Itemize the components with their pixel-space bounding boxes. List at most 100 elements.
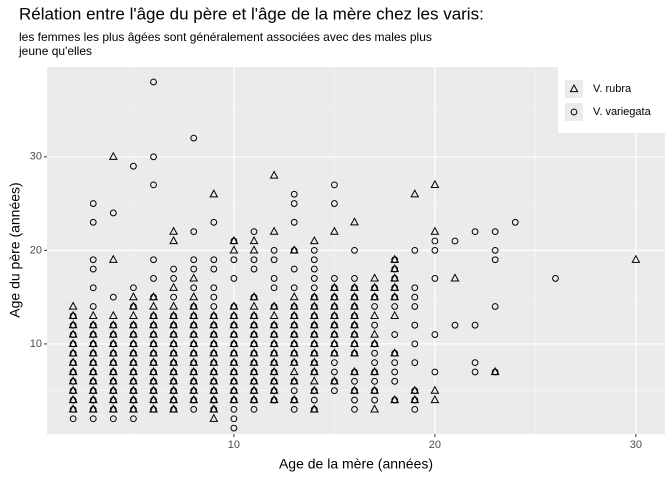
point (230, 396, 238, 404)
y-axis-label: Age du père (années) (7, 182, 23, 317)
point (109, 340, 117, 348)
point (269, 310, 279, 319)
point (189, 292, 199, 301)
point (250, 349, 258, 357)
point (309, 376, 319, 385)
point (109, 405, 117, 413)
point (250, 396, 258, 404)
point (351, 303, 358, 310)
point (109, 331, 117, 338)
legend-label: V. variegata (593, 106, 652, 118)
point (69, 312, 77, 320)
point (250, 265, 258, 273)
point (491, 228, 499, 236)
point (210, 405, 218, 413)
point (351, 284, 358, 292)
point (230, 349, 238, 357)
point (169, 301, 179, 310)
legend-marker (570, 108, 578, 116)
point (150, 331, 157, 338)
point (330, 321, 338, 329)
point (431, 237, 439, 245)
point (250, 359, 258, 367)
point (411, 359, 419, 367)
point (371, 387, 378, 395)
point (69, 415, 77, 423)
point (150, 275, 157, 282)
point (411, 284, 419, 292)
point (150, 368, 157, 376)
point (371, 321, 378, 329)
point (371, 284, 378, 292)
point (230, 312, 238, 320)
point (108, 310, 118, 319)
point (290, 265, 298, 273)
point (431, 246, 439, 254)
grid (47, 67, 665, 434)
y-tick-label: 10 (30, 338, 42, 350)
point (310, 405, 318, 413)
point (270, 275, 278, 282)
point (150, 78, 157, 86)
point (250, 368, 258, 376)
point (108, 254, 118, 263)
point (89, 377, 97, 385)
point (310, 340, 318, 348)
point (631, 254, 641, 263)
point (351, 340, 358, 348)
point (230, 415, 238, 423)
point (68, 301, 78, 310)
point (290, 377, 298, 385)
point (69, 321, 77, 329)
point (130, 321, 137, 329)
point (170, 321, 178, 329)
point (170, 312, 178, 320)
point (391, 331, 399, 338)
point (169, 226, 179, 235)
point (210, 303, 218, 310)
point (309, 235, 319, 245)
point (249, 301, 259, 310)
point (290, 405, 298, 413)
point (391, 293, 399, 301)
point (170, 359, 178, 367)
point (330, 303, 338, 310)
point (169, 282, 179, 291)
point (149, 301, 158, 310)
point (290, 396, 298, 404)
point (249, 245, 259, 254)
point (150, 153, 157, 161)
point (351, 293, 358, 301)
legend-label: V. rubra (593, 83, 632, 95)
point (430, 226, 440, 235)
point (89, 340, 97, 348)
point (269, 226, 279, 235)
point (150, 312, 157, 320)
point (89, 265, 97, 273)
point (69, 359, 77, 367)
point (330, 275, 338, 282)
point (109, 321, 117, 329)
point (289, 366, 299, 376)
point (431, 275, 439, 282)
point (210, 218, 218, 226)
point (391, 275, 399, 282)
x-axis-label: Age de la mère (années) (279, 456, 433, 472)
point (290, 359, 298, 367)
point (69, 368, 77, 376)
point (290, 303, 298, 310)
point (391, 256, 399, 264)
point (270, 349, 278, 357)
point (250, 405, 258, 413)
point (371, 368, 378, 376)
point (471, 359, 479, 367)
point (371, 340, 378, 348)
point (210, 359, 218, 367)
point (310, 303, 318, 310)
point (190, 331, 198, 338)
point (391, 368, 399, 376)
point (411, 340, 419, 348)
point (209, 413, 219, 422)
point (351, 387, 358, 395)
point (89, 415, 97, 423)
